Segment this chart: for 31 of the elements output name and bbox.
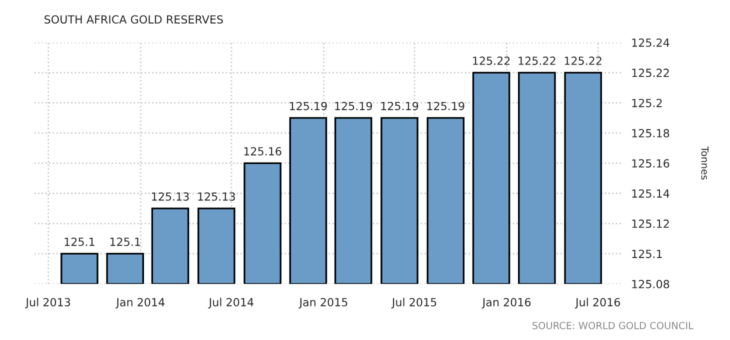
x-tick-label: Jul 2014	[208, 298, 254, 308]
x-tick-label: Jul 2013	[25, 298, 70, 308]
data-label: 125.22	[564, 56, 602, 65]
y-tick-label: 125.18	[632, 129, 670, 138]
data-label: 125.19	[335, 102, 372, 110]
x-tick-label: Jan 2014	[116, 298, 164, 308]
data-label: 125.22	[518, 56, 556, 65]
x-tick-label: Jul 2015	[391, 298, 436, 308]
data-label: 125.16	[244, 147, 282, 156]
data-label: 125.19	[427, 102, 464, 110]
y-axis-title: Tonnes	[701, 146, 708, 180]
chart-title: SOUTH AFRICA GOLD RESERVES	[44, 15, 223, 24]
x-tick-label: Jan 2016	[482, 298, 531, 308]
source-note: SOURCE: WORLD GOLD COUNCIL	[532, 322, 694, 330]
data-label: 125.19	[290, 102, 327, 110]
data-label: 125.19	[381, 102, 418, 110]
y-tick-label: 125.08	[632, 280, 670, 288]
y-tick-label: 125.1	[632, 250, 662, 258]
data-label: 125.1	[64, 238, 94, 246]
y-tick-label: 125.24	[632, 38, 670, 47]
y-tick-label: 125.14	[632, 189, 670, 198]
data-label: 125.22	[473, 56, 510, 65]
data-label: 125.13	[198, 192, 235, 201]
y-tick-label: 125.16	[632, 159, 670, 168]
x-tick-label: Jul 2016	[574, 298, 620, 308]
y-tick-label: 125.22	[632, 68, 669, 78]
y-tick-label: 125.12	[632, 220, 669, 228]
x-tick-label: Jan 2015	[298, 298, 348, 308]
data-label: 125.1	[110, 238, 140, 246]
data-label: 125.13	[152, 192, 189, 201]
y-tick-label: 125.2	[632, 98, 662, 108]
